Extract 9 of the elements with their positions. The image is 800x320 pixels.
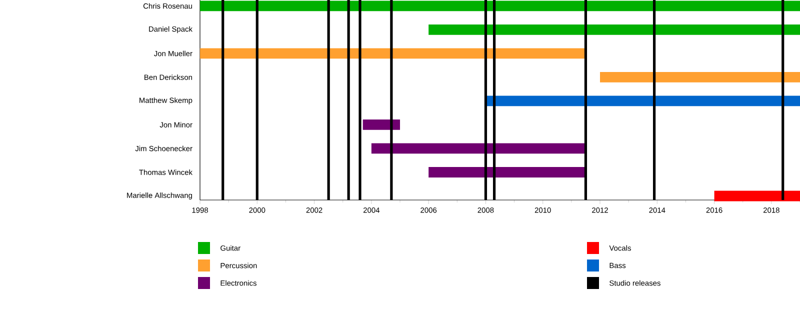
bar: [714, 190, 800, 202]
bar: [200, 48, 586, 59]
bar: [486, 96, 800, 106]
bar: [428, 24, 800, 35]
bar: [371, 143, 586, 154]
bar: [362, 119, 400, 130]
bar: [600, 72, 800, 82]
bar: [428, 166, 586, 178]
bar: [200, 0, 800, 12]
